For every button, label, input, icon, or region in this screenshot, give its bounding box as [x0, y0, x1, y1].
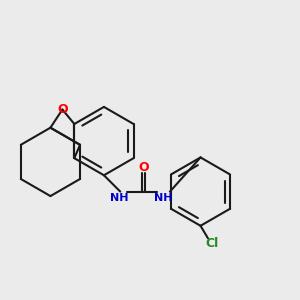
Text: Cl: Cl — [205, 236, 218, 250]
Text: NH: NH — [154, 193, 172, 202]
Text: O: O — [138, 161, 149, 174]
Text: NH: NH — [110, 193, 128, 202]
Text: O: O — [57, 103, 68, 116]
